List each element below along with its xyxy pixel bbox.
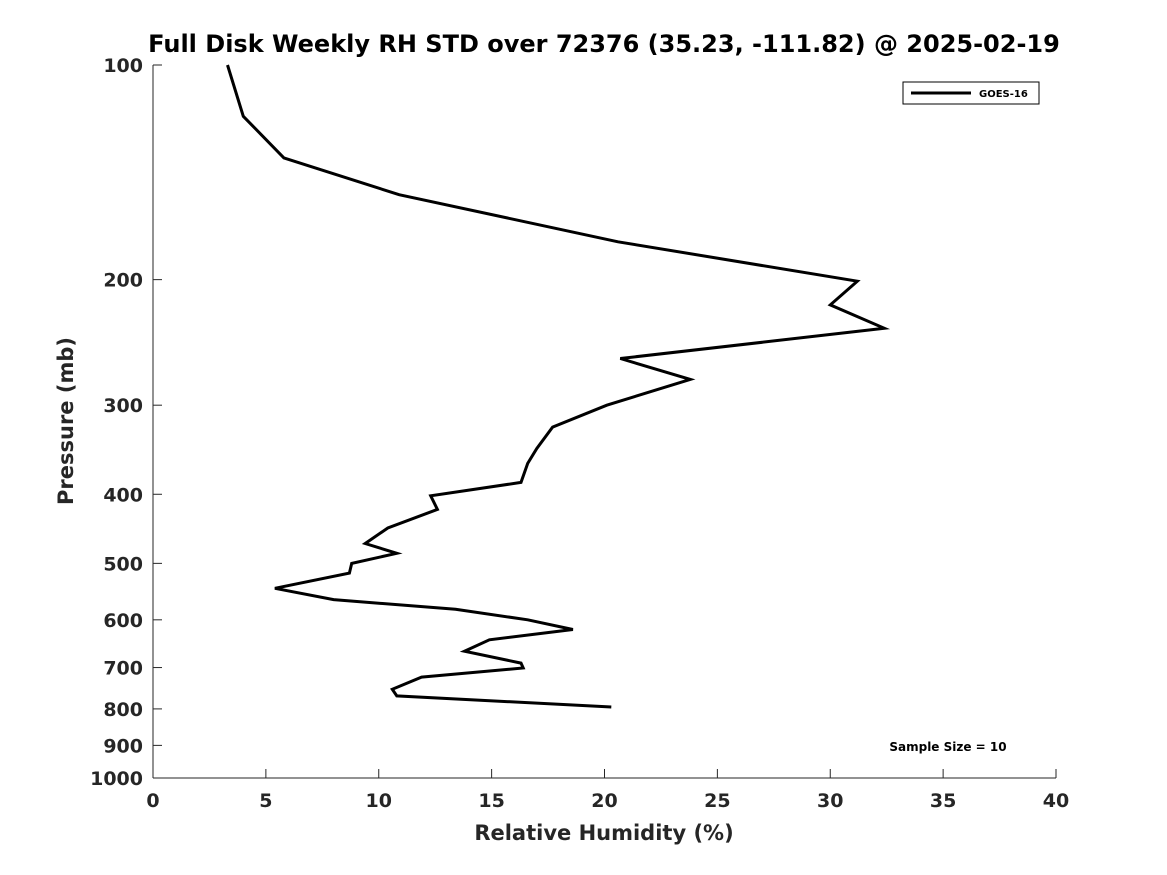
x-tick-label: 5 — [259, 790, 272, 812]
x-tick-label: 40 — [1043, 790, 1069, 812]
legend: GOES-16 — [902, 81, 1040, 105]
x-tick-label: 35 — [930, 790, 956, 812]
x-tick-label: 30 — [817, 790, 843, 812]
y-tick-label: 100 — [103, 55, 143, 77]
y-tick-label: 700 — [103, 658, 143, 680]
x-tick-label: 15 — [478, 790, 504, 812]
y-tick-label: 1000 — [90, 768, 143, 790]
y-tick-label: 800 — [103, 699, 143, 721]
chart-title: Full Disk Weekly RH STD over 72376 (35.2… — [148, 30, 1060, 58]
series-line-goes-16 — [226, 64, 891, 709]
x-tick-label: 10 — [366, 790, 392, 812]
y-tick-label: 300 — [103, 395, 143, 417]
x-tick-label: 0 — [146, 790, 159, 812]
y-tick-label: 400 — [103, 484, 143, 506]
plot-area: 0 5 10 15 20 25 30 35 40 100 200 300 400 500 600 700 800… — [90, 55, 1069, 812]
y-axis-label: Pressure (mb) — [54, 337, 78, 505]
y-tick-label: 900 — [103, 735, 143, 757]
y-tick-label: 600 — [103, 610, 143, 632]
x-axis-label: Relative Humidity (%) — [474, 821, 733, 845]
legend-label-goes-16: GOES-16 — [979, 89, 1028, 100]
y-tick-label: 200 — [103, 270, 143, 292]
sample-size-annotation: Sample Size = 10 — [889, 740, 1006, 754]
x-tick-label: 20 — [591, 790, 617, 812]
x-tick-label: 25 — [704, 790, 730, 812]
y-tick-label: 500 — [103, 553, 143, 575]
